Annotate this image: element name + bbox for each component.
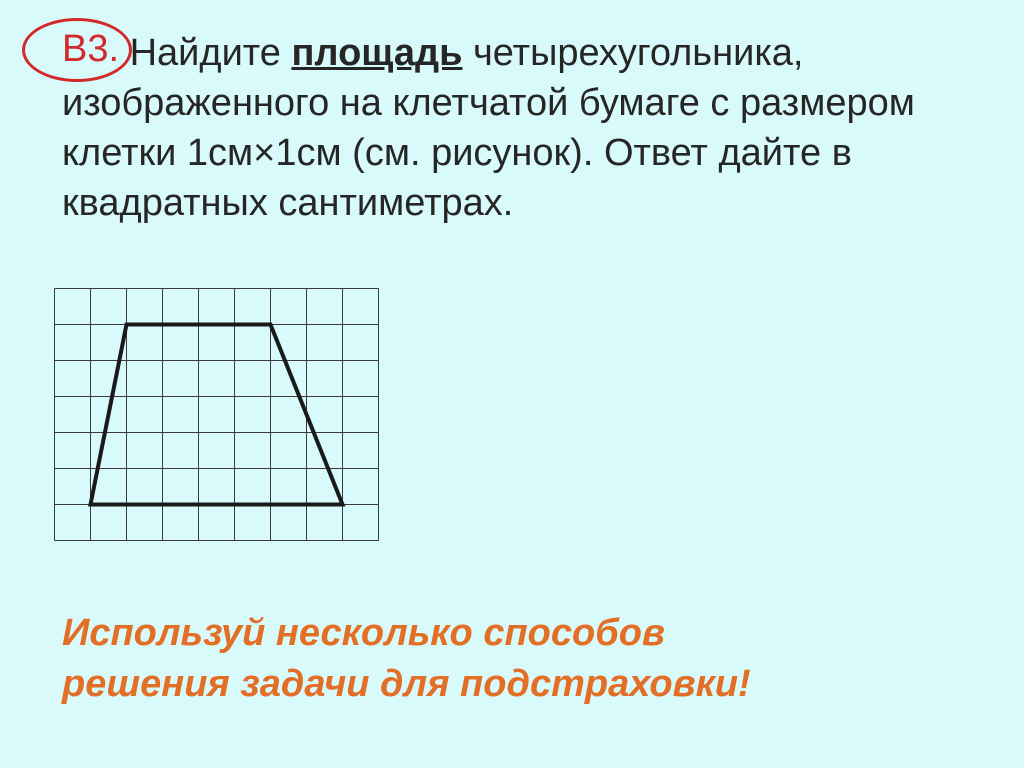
grid-figure [54,288,379,541]
grid-svg [54,288,379,541]
slide: В3. В3. Найдите площадь четырехугольника… [0,0,1024,768]
problem-keyword: площадь [291,32,462,74]
problem-prefix: Найдите [130,32,292,74]
hint-line-2: решения задачи для подстраховки! [62,663,751,705]
problem-text: В3. Найдите площадь четырехугольника, из… [62,28,984,229]
hint-line-1: Используй несколько способов [62,612,665,654]
hint-text: Используй несколько способов решения зад… [62,608,984,711]
